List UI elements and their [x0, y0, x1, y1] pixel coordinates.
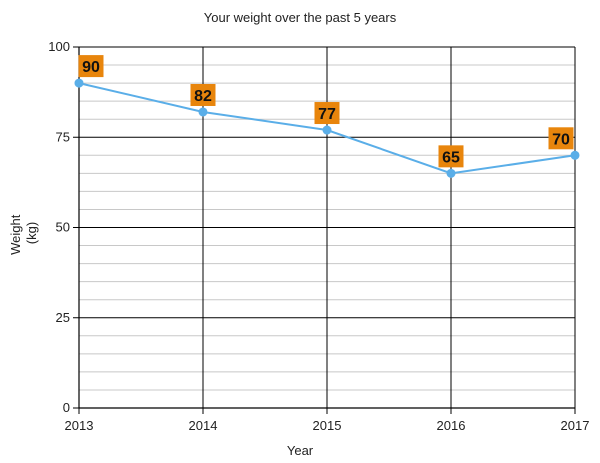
y-axis-label: Weight (kg) — [8, 211, 39, 255]
y-tick-labels: 0 25 50 75 100 — [48, 39, 70, 415]
data-label-background — [548, 127, 574, 150]
x-tick-label: 2013 — [65, 418, 94, 433]
axes — [78, 47, 575, 409]
data-point — [570, 150, 580, 160]
chart-title: Your weight over the past 5 years — [204, 10, 397, 25]
data-label: 70 — [552, 131, 570, 148]
x-axis-label: Year — [287, 443, 314, 458]
y-axis-label-line-1: Weight — [8, 214, 23, 255]
data-label: 82 — [194, 88, 212, 105]
data-point — [322, 125, 332, 135]
series — [74, 78, 580, 178]
data-label-background — [78, 55, 104, 78]
x-tick-label: 2017 — [561, 418, 590, 433]
data-point — [74, 78, 84, 88]
x-tick-label: 2015 — [313, 418, 342, 433]
data-labels: 90 82 77 65 70 — [78, 55, 574, 168]
data-label: 90 — [82, 59, 100, 76]
x-tick-labels: 2013 2014 2015 2016 2017 — [65, 418, 590, 433]
data-label-background — [438, 145, 464, 168]
data-point — [198, 107, 208, 117]
y-tick-label: 25 — [56, 310, 70, 325]
y-axis-label-line-2: (kg) — [24, 222, 39, 244]
y-tick-label: 0 — [63, 400, 70, 415]
data-label-background — [314, 102, 340, 125]
x-tick-label: 2016 — [437, 418, 466, 433]
data-point — [446, 168, 456, 178]
data-label: 77 — [318, 106, 336, 123]
y-tick-label: 100 — [48, 39, 70, 54]
data-label: 65 — [442, 149, 460, 166]
y-tick-label: 50 — [56, 220, 70, 235]
y-tick-label: 75 — [56, 129, 70, 144]
x-tick-label: 2014 — [189, 418, 218, 433]
data-label-background — [190, 83, 216, 106]
